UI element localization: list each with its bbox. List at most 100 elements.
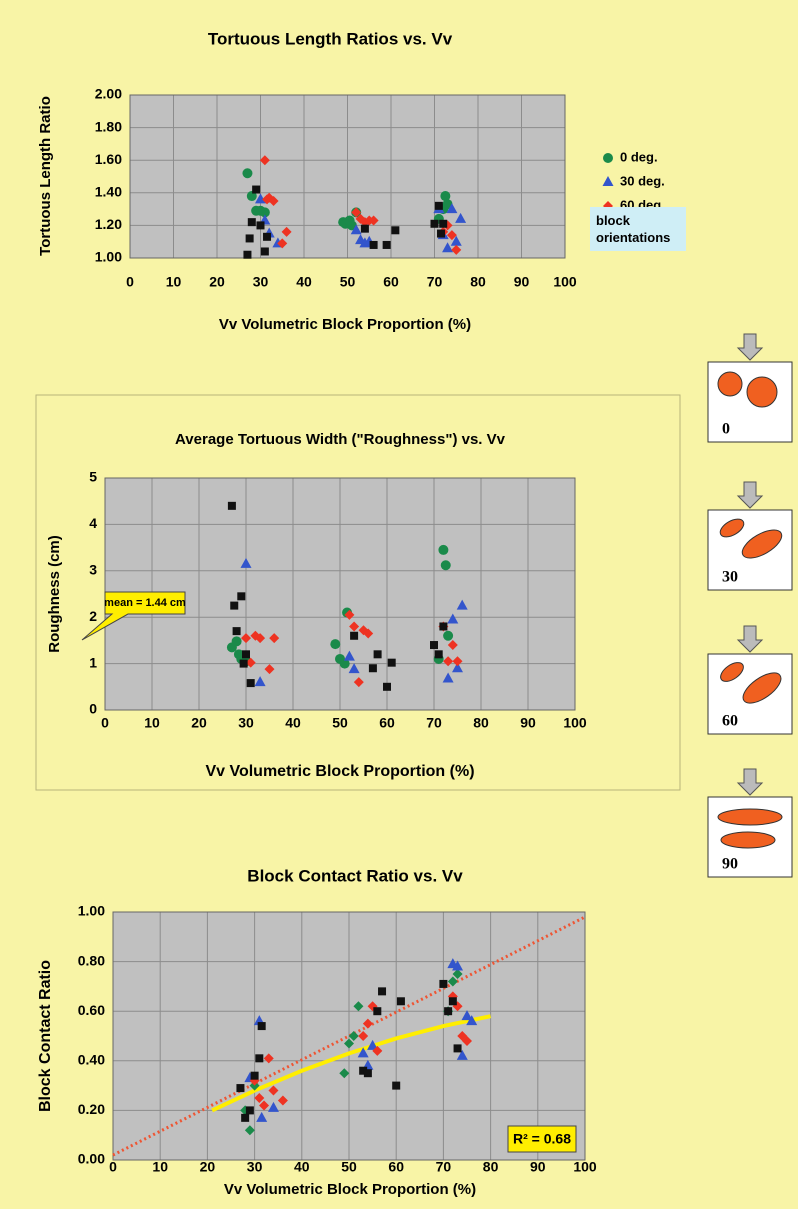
block (721, 832, 775, 848)
marker (246, 1106, 254, 1114)
marker (251, 1072, 259, 1080)
marker (435, 202, 443, 210)
marker (255, 1054, 263, 1062)
marker (232, 636, 242, 646)
marker (441, 560, 451, 570)
y-tick-label: 1.60 (95, 151, 122, 167)
x-tick-label: 20 (209, 274, 225, 290)
legend-marker (603, 176, 614, 186)
arrow (738, 482, 762, 508)
marker (430, 641, 438, 649)
x-tick-label: 10 (166, 274, 182, 290)
y-tick-label: 0 (89, 701, 97, 717)
panel-label: 30 (722, 569, 738, 586)
marker (242, 650, 250, 658)
marker (443, 631, 453, 641)
marker (370, 241, 378, 249)
chart-title: Tortuous Length Ratios vs. Vv (208, 29, 453, 48)
y-axis-label: Roughness (cm) (46, 535, 63, 653)
panel (708, 362, 792, 442)
x-tick-label: 100 (573, 1159, 597, 1175)
marker (388, 659, 396, 667)
x-tick-label: 80 (483, 1159, 499, 1175)
x-tick-label: 50 (340, 274, 356, 290)
x-tick-label: 0 (126, 274, 134, 290)
y-tick-label: 0.80 (78, 952, 105, 968)
y-tick-label: 0.40 (78, 1052, 105, 1068)
x-tick-label: 90 (530, 1159, 546, 1175)
x-tick-label: 60 (379, 715, 395, 731)
y-axis-label: Block Contact Ratio (37, 960, 54, 1112)
marker (439, 220, 447, 228)
legend-label: 30 deg. (620, 173, 665, 188)
x-tick-label: 50 (341, 1159, 357, 1175)
marker (228, 502, 236, 510)
marker (373, 1007, 381, 1015)
x-tick-label: 20 (191, 715, 207, 731)
marker (437, 230, 445, 238)
y-tick-label: 1.00 (95, 249, 122, 265)
marker (439, 980, 447, 988)
marker (243, 251, 251, 259)
y-tick-label: 2 (89, 608, 97, 624)
x-tick-label: 30 (238, 715, 254, 731)
marker (330, 639, 340, 649)
marker (435, 650, 443, 658)
x-tick-label: 80 (473, 715, 489, 731)
marker (230, 602, 238, 610)
x-axis-label: Vv Volumetric Block Proportion (%) (224, 1181, 476, 1198)
x-tick-label: 100 (563, 715, 587, 731)
marker (248, 218, 256, 226)
marker (242, 168, 252, 178)
y-tick-label: 2.00 (95, 86, 122, 102)
x-tick-label: 100 (553, 274, 577, 290)
x-tick-label: 50 (332, 715, 348, 731)
marker (361, 225, 369, 233)
marker (383, 683, 391, 691)
y-tick-label: 3 (89, 562, 97, 578)
x-tick-label: 20 (200, 1159, 216, 1175)
y-axis-label: Tortuous Length Ratio (37, 96, 54, 256)
marker (258, 1022, 266, 1030)
panel-label: 0 (722, 421, 730, 438)
x-tick-label: 30 (247, 1159, 263, 1175)
marker (247, 679, 255, 687)
panel-label: 60 (722, 713, 738, 730)
marker (257, 221, 265, 229)
x-tick-label: 70 (427, 274, 443, 290)
x-tick-label: 10 (144, 715, 160, 731)
annotation: R² = 0.68 (513, 1131, 571, 1147)
marker (391, 226, 399, 234)
x-axis-label: Vv Volumetric Block Proportion (%) (205, 763, 474, 780)
chart-title: Block Contact Ratio vs. Vv (247, 866, 463, 885)
y-tick-label: 1.20 (95, 216, 122, 232)
marker (236, 1084, 244, 1092)
marker (378, 987, 386, 995)
legend-label: 0 deg. (620, 149, 658, 164)
arrow (738, 626, 762, 652)
x-tick-label: 0 (101, 715, 109, 731)
legend-note: block orientations (596, 212, 680, 246)
x-axis-label: Vv Volumetric Block Proportion (%) (219, 316, 471, 333)
x-tick-label: 90 (520, 715, 536, 731)
marker (392, 1082, 400, 1090)
block (718, 372, 742, 396)
arrow (738, 334, 762, 360)
panel-label: 90 (722, 856, 738, 873)
x-tick-label: 40 (294, 1159, 310, 1175)
marker (261, 247, 269, 255)
marker (438, 545, 448, 555)
marker (237, 592, 245, 600)
marker (431, 220, 439, 228)
y-tick-label: 0.60 (78, 1002, 105, 1018)
y-tick-label: 0.20 (78, 1101, 105, 1117)
x-tick-label: 70 (436, 1159, 452, 1175)
x-tick-label: 80 (470, 274, 486, 290)
marker (374, 650, 382, 658)
x-tick-label: 90 (514, 274, 530, 290)
x-tick-label: 70 (426, 715, 442, 731)
figure: Tortuous Length Ratios vs. Vv Vv Volumet… (0, 0, 798, 1209)
marker (350, 632, 358, 640)
marker (439, 622, 447, 630)
y-tick-label: 1 (89, 654, 97, 670)
